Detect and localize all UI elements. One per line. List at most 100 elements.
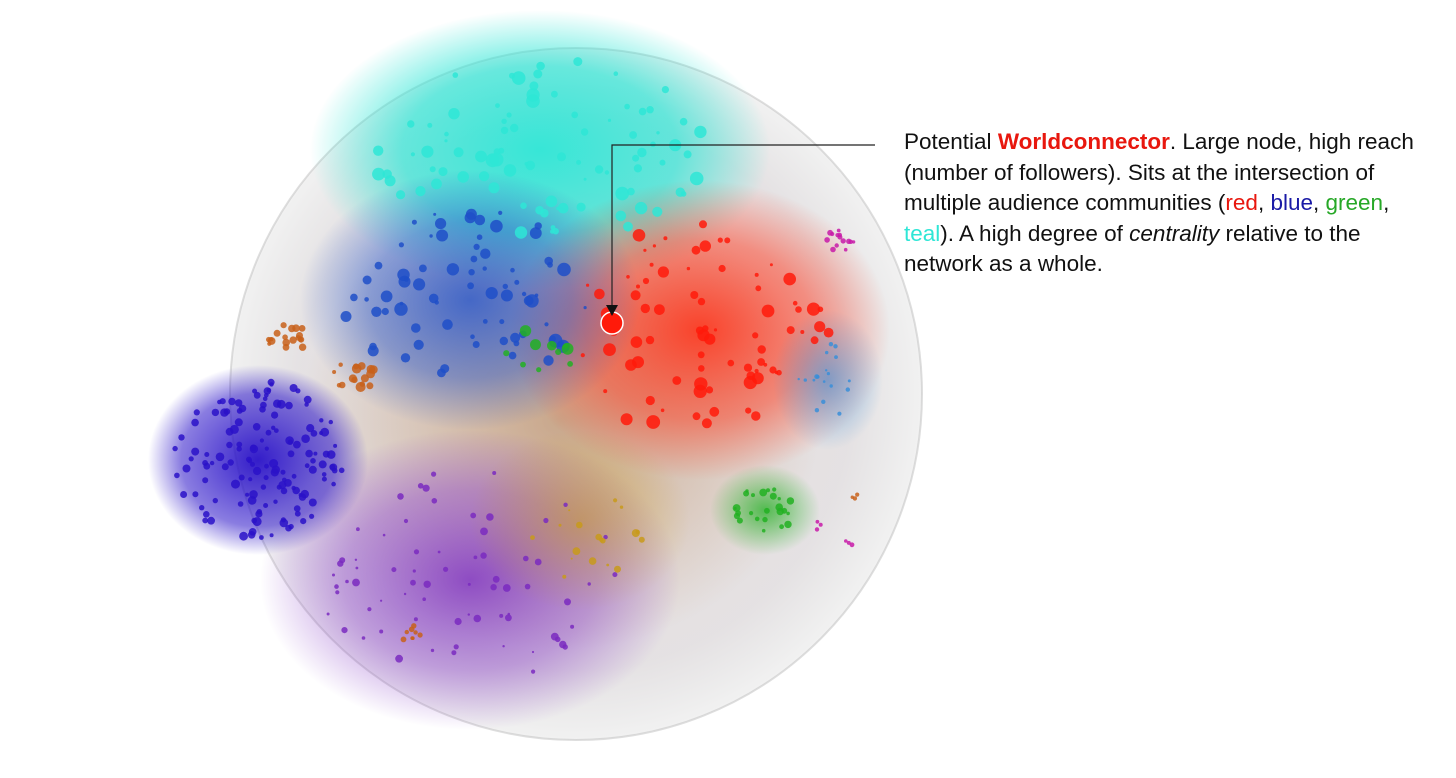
node-teal <box>372 167 385 181</box>
node-indigo <box>228 397 236 406</box>
node-gold <box>570 557 573 560</box>
node-purple <box>341 627 348 634</box>
node-purple <box>443 566 449 572</box>
node-green <box>769 492 777 500</box>
node-red <box>686 266 691 271</box>
node-indigo <box>202 460 209 466</box>
node-red <box>699 220 707 229</box>
node-lightblue <box>826 372 831 376</box>
node-red <box>636 284 640 289</box>
node-teal <box>510 123 519 133</box>
node-teal <box>545 195 558 208</box>
node-purple <box>413 617 418 622</box>
node-purple <box>486 513 494 521</box>
node-indigo <box>192 491 199 498</box>
node-indigo <box>313 451 318 456</box>
node-purple <box>356 527 360 532</box>
node-red <box>757 358 765 366</box>
node-red <box>713 328 718 332</box>
node-green <box>567 361 573 367</box>
node-blue <box>476 234 483 240</box>
node-indigo <box>253 391 261 399</box>
node-magenta <box>843 247 848 252</box>
node-blue <box>472 341 480 348</box>
node-indigo <box>264 463 269 469</box>
node-purple <box>367 607 372 612</box>
node-indigo <box>292 486 301 495</box>
node-blue <box>467 282 474 290</box>
node-indigo <box>319 418 324 423</box>
annotation-ending: relative to the network as a whole. <box>904 220 1361 277</box>
node-blue <box>499 336 508 346</box>
node-indigo <box>247 496 257 505</box>
callout-arrowhead <box>606 305 618 316</box>
node-teal <box>583 177 587 181</box>
node-magenta <box>848 239 853 244</box>
node-purple <box>502 645 505 648</box>
node-red <box>814 321 826 333</box>
node-blue <box>482 266 487 271</box>
node-indigo <box>236 446 242 452</box>
node-lightblue <box>834 355 838 359</box>
node-lightblue <box>828 342 834 347</box>
node-gold <box>599 537 604 542</box>
node-blue <box>485 287 498 300</box>
node-green <box>503 350 510 357</box>
node-teal <box>633 164 643 173</box>
node-gold <box>635 529 640 535</box>
node-purple <box>391 567 397 573</box>
node-orange <box>366 369 375 379</box>
node-orange <box>282 334 288 341</box>
node-orange <box>355 382 366 392</box>
node-indigo <box>273 399 282 408</box>
node-orange <box>338 362 343 367</box>
node-indigo <box>264 446 269 451</box>
node-indigo <box>199 505 205 511</box>
node-teal <box>407 120 415 128</box>
node-teal <box>661 86 670 94</box>
node-blue <box>473 243 480 250</box>
node-indigo <box>331 467 338 474</box>
node-purple <box>379 629 384 634</box>
node-red <box>654 304 665 315</box>
node-orange <box>282 338 291 347</box>
node-blue <box>369 342 377 351</box>
node-indigo <box>203 511 210 518</box>
node-indigo <box>271 411 279 419</box>
node-gold <box>588 557 597 565</box>
node-gold <box>638 536 645 543</box>
node-teal <box>475 150 487 163</box>
node-purple <box>332 573 335 577</box>
node-red <box>727 359 735 367</box>
node-magenta <box>824 237 830 243</box>
node-purple <box>417 483 424 489</box>
node-red <box>649 262 654 267</box>
node-green <box>743 490 750 497</box>
node-red <box>645 395 655 406</box>
node-teal <box>444 139 448 143</box>
node-green <box>561 342 574 355</box>
node-teal <box>604 170 610 175</box>
node-purple <box>554 636 561 643</box>
node-lightblue <box>803 378 807 382</box>
node-purple <box>352 578 360 587</box>
node-lightblue <box>812 378 816 382</box>
node-indigo <box>202 517 209 524</box>
node-red <box>632 229 646 242</box>
annotation-community-green: green <box>1325 190 1384 215</box>
node-orange <box>353 363 359 370</box>
node-blue <box>380 290 393 303</box>
node-indigo <box>271 465 280 474</box>
node-green <box>762 516 768 523</box>
node-indigo <box>308 498 317 507</box>
node-purple <box>587 582 591 586</box>
node-blue <box>413 339 424 350</box>
node-purple <box>480 527 488 536</box>
node-indigo <box>301 434 310 444</box>
node-blue <box>442 319 453 330</box>
node-red <box>594 288 605 300</box>
node-magenta <box>818 522 823 527</box>
node-indigo <box>310 458 316 464</box>
node-purple <box>337 560 344 567</box>
node-purple <box>354 558 358 561</box>
